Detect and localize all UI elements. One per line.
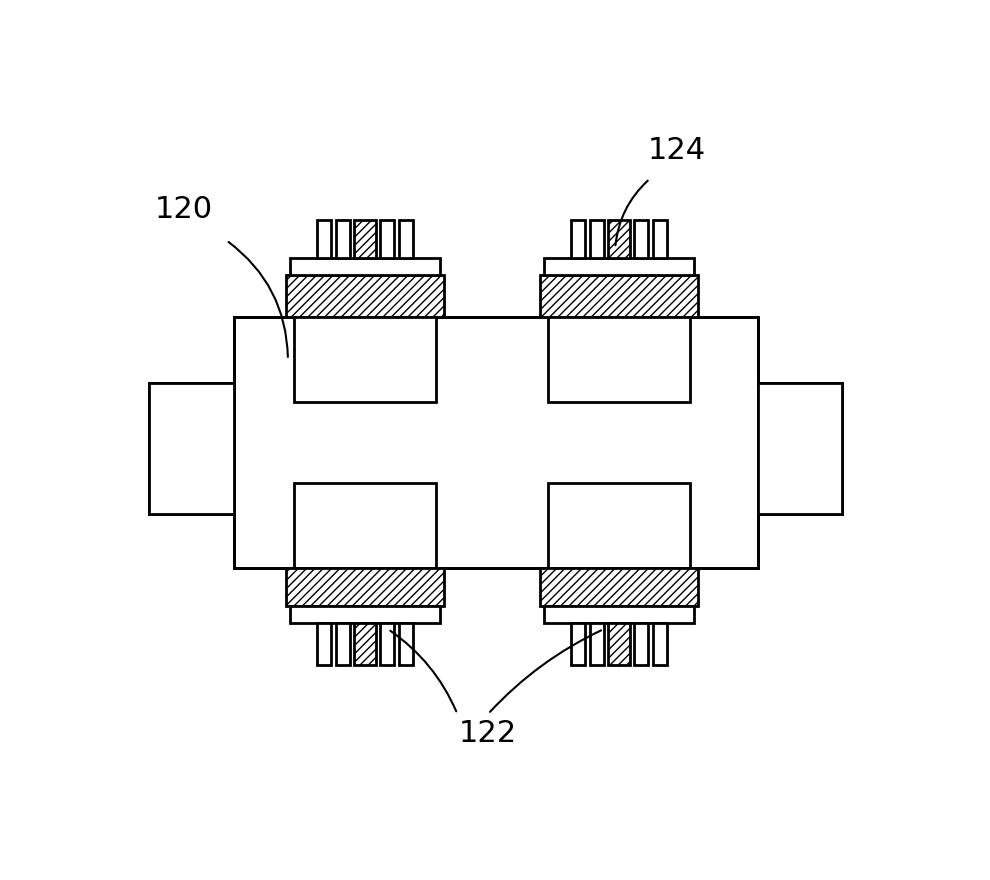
Bar — [354, 623, 376, 665]
Bar — [544, 258, 694, 275]
Bar — [354, 219, 376, 258]
Bar — [290, 258, 440, 275]
Text: 122: 122 — [459, 719, 517, 748]
Bar — [635, 219, 648, 258]
Bar — [608, 219, 630, 258]
Bar — [234, 318, 757, 568]
Bar — [590, 623, 604, 665]
Bar — [757, 383, 842, 514]
Bar — [547, 483, 690, 568]
Bar — [590, 219, 604, 258]
Bar — [317, 219, 331, 258]
Bar — [541, 275, 698, 318]
Bar — [336, 623, 349, 665]
Bar — [541, 568, 698, 606]
Bar — [149, 383, 234, 514]
Bar — [653, 219, 667, 258]
Bar — [544, 606, 694, 623]
Bar — [380, 623, 394, 665]
Bar — [635, 623, 648, 665]
Bar — [317, 623, 331, 665]
Bar — [336, 219, 349, 258]
Text: 120: 120 — [154, 195, 213, 224]
Bar — [399, 219, 413, 258]
Text: 124: 124 — [647, 136, 706, 165]
Bar — [399, 623, 413, 665]
Bar — [286, 275, 444, 318]
Bar — [757, 383, 842, 514]
Bar — [608, 623, 630, 665]
Bar — [286, 568, 444, 606]
Bar — [290, 606, 440, 623]
Bar — [149, 383, 234, 514]
Bar — [294, 483, 437, 568]
Bar — [547, 318, 690, 402]
Bar — [380, 219, 394, 258]
Bar — [234, 318, 757, 568]
Bar — [294, 318, 437, 402]
Bar — [653, 623, 667, 665]
Bar — [571, 623, 585, 665]
Bar — [571, 219, 585, 258]
